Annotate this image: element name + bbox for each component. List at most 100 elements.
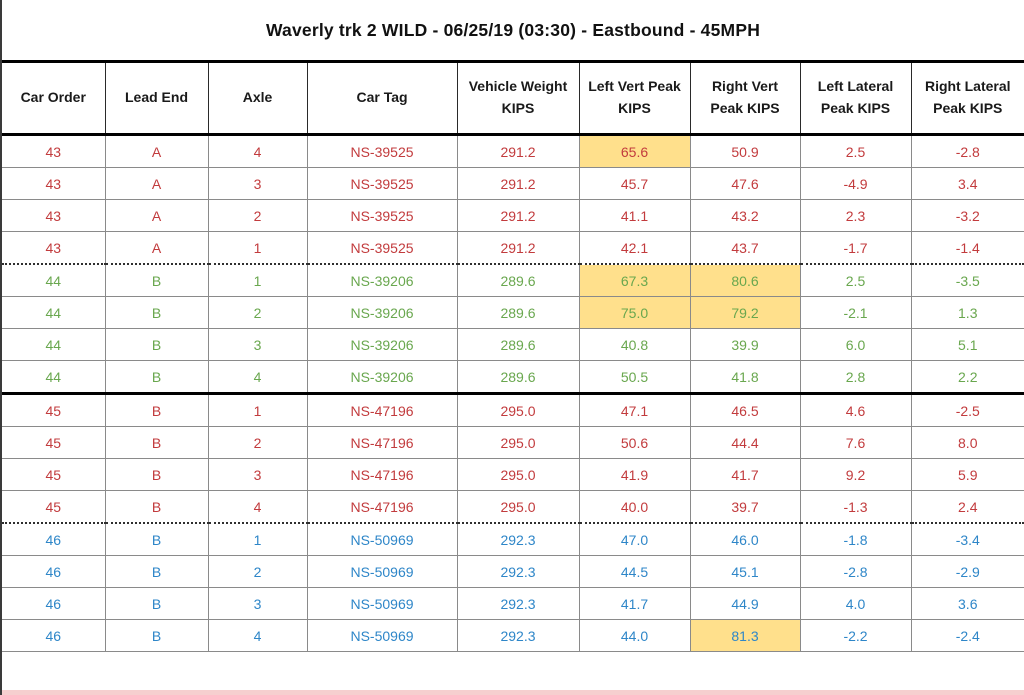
table-cell[interactable]: 292.3 <box>456 522 580 556</box>
table-cell[interactable]: NS-39525 <box>306 231 458 265</box>
highlighted-peak-cell[interactable]: 75.0 <box>578 296 691 329</box>
table-cell[interactable]: NS-47196 <box>306 490 458 524</box>
table-cell[interactable]: 44.4 <box>689 426 801 459</box>
table-cell[interactable]: A <box>104 199 209 232</box>
table-cell[interactable]: 45 <box>2 393 106 427</box>
table-cell[interactable]: 45.7 <box>578 167 691 200</box>
table-cell[interactable]: A <box>104 167 209 200</box>
table-cell[interactable]: 44.5 <box>578 555 691 588</box>
table-cell[interactable]: 291.2 <box>456 134 580 168</box>
table-cell[interactable]: 3.4 <box>910 167 1024 200</box>
table-cell[interactable]: 2 <box>207 199 308 232</box>
table-cell[interactable]: -3.2 <box>910 199 1024 232</box>
table-cell[interactable]: 40.8 <box>578 328 691 361</box>
table-cell[interactable]: 292.3 <box>456 555 580 588</box>
table-cell[interactable]: 289.6 <box>456 360 580 395</box>
table-cell[interactable]: 2.5 <box>799 134 912 168</box>
table-cell[interactable]: -1.4 <box>910 231 1024 265</box>
table-cell[interactable]: 43 <box>2 167 106 200</box>
table-cell[interactable]: 291.2 <box>456 231 580 265</box>
table-cell[interactable]: 289.6 <box>456 263 580 297</box>
table-cell[interactable]: -2.8 <box>910 134 1024 168</box>
table-cell[interactable]: A <box>104 134 209 168</box>
table-cell[interactable]: 41.7 <box>689 458 801 491</box>
table-cell[interactable]: B <box>104 263 209 297</box>
table-cell[interactable]: 2.3 <box>799 199 912 232</box>
table-cell[interactable]: 44.0 <box>578 619 691 652</box>
table-cell[interactable]: 43 <box>2 199 106 232</box>
table-cell[interactable]: NS-50969 <box>306 522 458 556</box>
table-cell[interactable]: 39.7 <box>689 490 801 524</box>
table-cell[interactable]: -4.9 <box>799 167 912 200</box>
table-cell[interactable]: 2.5 <box>799 263 912 297</box>
table-cell[interactable]: 43.7 <box>689 231 801 265</box>
table-cell[interactable]: 50.6 <box>578 426 691 459</box>
table-cell[interactable]: NS-39525 <box>306 134 458 168</box>
table-cell[interactable]: 41.1 <box>578 199 691 232</box>
table-cell[interactable]: 3 <box>207 458 308 491</box>
table-cell[interactable]: 43 <box>2 231 106 265</box>
table-cell[interactable]: NS-39206 <box>306 296 458 329</box>
highlighted-peak-cell[interactable]: 65.6 <box>578 134 691 168</box>
table-cell[interactable]: 6.0 <box>799 328 912 361</box>
table-cell[interactable]: 46 <box>2 555 106 588</box>
table-cell[interactable]: 2 <box>207 426 308 459</box>
table-cell[interactable]: 46 <box>2 587 106 620</box>
table-cell[interactable]: 4 <box>207 134 308 168</box>
table-cell[interactable]: -3.4 <box>910 522 1024 556</box>
table-cell[interactable]: 40.0 <box>578 490 691 524</box>
table-cell[interactable]: B <box>104 360 209 395</box>
table-cell[interactable]: 2 <box>207 555 308 588</box>
table-cell[interactable]: 3 <box>207 328 308 361</box>
table-cell[interactable]: 1 <box>207 393 308 427</box>
table-cell[interactable]: 292.3 <box>456 587 580 620</box>
table-cell[interactable]: 3.6 <box>910 587 1024 620</box>
table-cell[interactable]: 295.0 <box>456 490 580 524</box>
table-cell[interactable]: 4.0 <box>799 587 912 620</box>
table-cell[interactable]: 46.5 <box>689 393 801 427</box>
table-cell[interactable]: 5.9 <box>910 458 1024 491</box>
table-cell[interactable]: NS-47196 <box>306 426 458 459</box>
table-cell[interactable]: 289.6 <box>456 296 580 329</box>
table-cell[interactable]: NS-39206 <box>306 360 458 395</box>
table-cell[interactable]: 47.6 <box>689 167 801 200</box>
table-cell[interactable]: -1.7 <box>799 231 912 265</box>
table-cell[interactable]: 4 <box>207 360 308 395</box>
table-cell[interactable]: 2.2 <box>910 360 1024 395</box>
table-cell[interactable]: 39.9 <box>689 328 801 361</box>
table-cell[interactable]: 292.3 <box>456 619 580 652</box>
table-cell[interactable]: NS-39525 <box>306 199 458 232</box>
table-cell[interactable]: 46 <box>2 522 106 556</box>
table-cell[interactable]: 5.1 <box>910 328 1024 361</box>
table-cell[interactable]: 1.3 <box>910 296 1024 329</box>
table-cell[interactable]: 289.6 <box>456 328 580 361</box>
table-cell[interactable]: 4 <box>207 490 308 524</box>
table-cell[interactable]: NS-39206 <box>306 263 458 297</box>
table-cell[interactable]: 295.0 <box>456 393 580 427</box>
table-cell[interactable]: B <box>104 522 209 556</box>
table-cell[interactable]: NS-47196 <box>306 458 458 491</box>
table-cell[interactable]: 3 <box>207 587 308 620</box>
table-cell[interactable]: 45.1 <box>689 555 801 588</box>
table-cell[interactable]: 44 <box>2 296 106 329</box>
table-cell[interactable]: -3.5 <box>910 263 1024 297</box>
table-cell[interactable]: 44 <box>2 328 106 361</box>
table-cell[interactable]: 45 <box>2 458 106 491</box>
table-cell[interactable]: 44.9 <box>689 587 801 620</box>
table-cell[interactable]: 50.9 <box>689 134 801 168</box>
table-cell[interactable]: A <box>104 231 209 265</box>
table-cell[interactable]: -2.4 <box>910 619 1024 652</box>
table-cell[interactable]: 295.0 <box>456 426 580 459</box>
table-cell[interactable]: 46.0 <box>689 522 801 556</box>
highlighted-peak-cell[interactable]: 80.6 <box>689 263 801 297</box>
table-cell[interactable]: B <box>104 296 209 329</box>
table-cell[interactable]: 291.2 <box>456 167 580 200</box>
table-cell[interactable]: B <box>104 328 209 361</box>
table-cell[interactable]: NS-50969 <box>306 587 458 620</box>
table-cell[interactable]: 4.6 <box>799 393 912 427</box>
table-cell[interactable]: -2.8 <box>799 555 912 588</box>
table-cell[interactable]: 41.7 <box>578 587 691 620</box>
table-cell[interactable]: 43 <box>2 134 106 168</box>
table-cell[interactable]: 295.0 <box>456 458 580 491</box>
table-cell[interactable]: B <box>104 393 209 427</box>
